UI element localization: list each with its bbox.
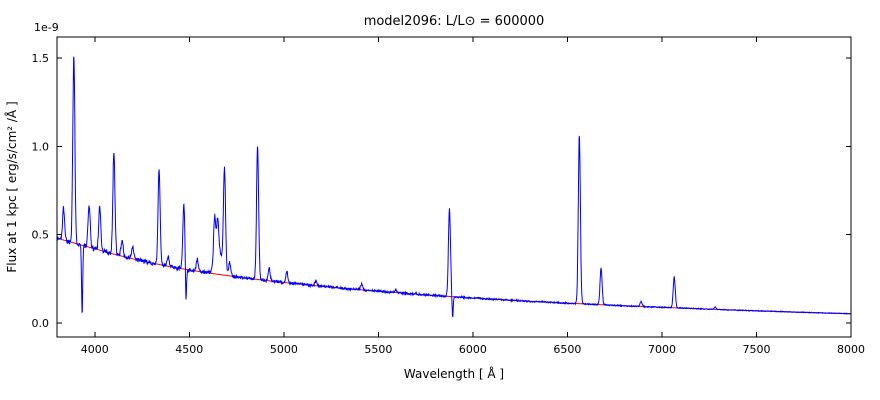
x-tick-label: 5000 [270,343,298,356]
plot-frame [56,36,852,338]
x-tick-label: 7500 [743,343,771,356]
plot-area [57,37,851,337]
x-tick-label: 8000 [837,343,865,356]
axis-layer: 4000 4500 5000 5500 6000 6500 7000 7500 8000 0.0 0… [32,37,865,356]
x-tick-label: 6000 [459,343,487,356]
series-layer [57,56,851,318]
x-tick-label: 4000 [81,343,109,356]
x-tick-label: 6500 [553,343,581,356]
x-axis-label: Wavelength [ Å ] [404,366,504,381]
y-axis-label: Flux at 1 kpc [ erg/s/cm² /Å ] [4,101,19,272]
y-tick-label: 0.0 [32,317,50,330]
y-tick-label: 0.5 [32,229,50,242]
x-tick-label: 7000 [648,343,676,356]
y-axis-offset-text: 1e-9 [34,21,59,34]
y-tick-label: 1.0 [32,140,50,153]
y-tick-label: 1.5 [32,52,50,65]
chart-title: model2096: L/L⊙ = 600000 [364,14,545,29]
x-tick-label: 5500 [364,343,392,356]
x-tick-label: 4500 [175,343,203,356]
model-spectrum-line [57,56,851,318]
